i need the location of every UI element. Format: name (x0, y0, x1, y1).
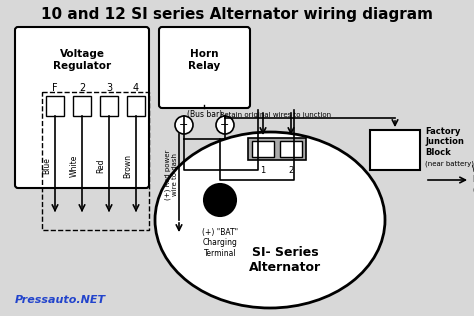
Text: Pressauto.NET: Pressauto.NET (15, 295, 106, 305)
Text: Retain original wires to junction: Retain original wires to junction (220, 112, 331, 118)
Circle shape (216, 116, 234, 134)
FancyBboxPatch shape (280, 141, 302, 157)
Bar (42, 92, 149, 230)
FancyBboxPatch shape (159, 27, 250, 108)
Text: −: − (179, 120, 189, 130)
FancyBboxPatch shape (370, 130, 420, 170)
Text: 1: 1 (260, 166, 265, 175)
Text: 3: 3 (106, 83, 112, 93)
Text: Brown: Brown (124, 154, 133, 178)
FancyBboxPatch shape (248, 138, 306, 160)
Circle shape (175, 116, 193, 134)
Text: 4: 4 (133, 83, 139, 93)
Text: Voltage
Regulator: Voltage Regulator (53, 49, 111, 71)
Text: F: F (52, 83, 58, 93)
Text: (+) Red power
wire to dash: (+) Red power wire to dash (164, 150, 178, 200)
FancyBboxPatch shape (73, 96, 91, 116)
Text: Factory
Junction
Block: Factory Junction Block (425, 127, 464, 157)
Text: Blue: Blue (43, 157, 52, 174)
Ellipse shape (155, 132, 385, 308)
Text: (+) "BAT"
Charging
Terminal: (+) "BAT" Charging Terminal (202, 228, 238, 258)
Text: SI- Series
Alternator: SI- Series Alternator (249, 246, 321, 274)
FancyBboxPatch shape (252, 141, 274, 157)
FancyBboxPatch shape (100, 96, 118, 116)
Text: 10 and 12 SI series Alternator wiring diagram: 10 and 12 SI series Alternator wiring di… (41, 7, 433, 21)
Text: Horn
Relay: Horn Relay (188, 49, 220, 71)
Text: Wire to
battery
(+): Wire to battery (+) (472, 165, 474, 195)
FancyBboxPatch shape (15, 27, 149, 188)
Text: 2: 2 (288, 166, 293, 175)
Circle shape (204, 184, 236, 216)
Text: 2: 2 (79, 83, 85, 93)
Text: (Bus bar): (Bus bar) (187, 110, 222, 119)
Text: (near battery): (near battery) (425, 161, 474, 167)
Text: Red: Red (97, 158, 106, 173)
FancyBboxPatch shape (127, 96, 145, 116)
Text: White: White (70, 154, 79, 177)
Text: −: − (220, 120, 230, 130)
FancyBboxPatch shape (46, 96, 64, 116)
